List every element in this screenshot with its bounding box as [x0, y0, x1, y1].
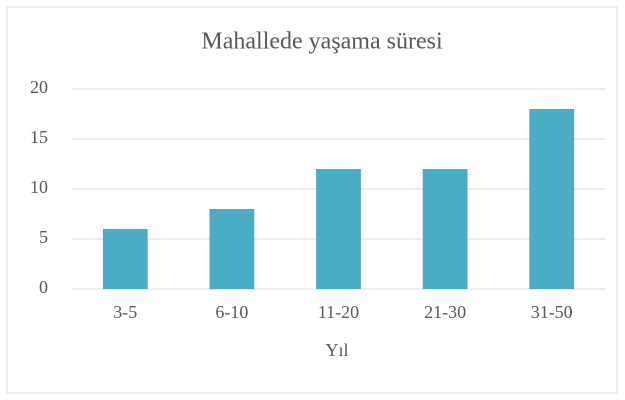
- y-tick-label: 5: [39, 227, 48, 247]
- x-tick-label: 11-20: [318, 302, 359, 322]
- y-tick-label: 0: [39, 277, 48, 297]
- bar: [316, 169, 361, 289]
- x-tick-label: 6-10: [215, 302, 248, 322]
- y-tick-label: 10: [30, 177, 48, 197]
- bar: [209, 209, 255, 289]
- bar: [102, 229, 148, 289]
- x-tick-label: 31-50: [531, 302, 573, 322]
- bar: [422, 169, 468, 289]
- x-axis-label: Yıl: [325, 340, 348, 360]
- x-tick-label: 21-30: [424, 302, 466, 322]
- bar: [529, 109, 575, 289]
- chart-title: Mahallede yaşama süresi: [201, 29, 443, 55]
- chart-border: [6, 6, 618, 394]
- y-tick-label: 20: [30, 77, 48, 97]
- x-tick-label: 3-5: [113, 302, 137, 322]
- y-tick-label: 15: [30, 127, 48, 147]
